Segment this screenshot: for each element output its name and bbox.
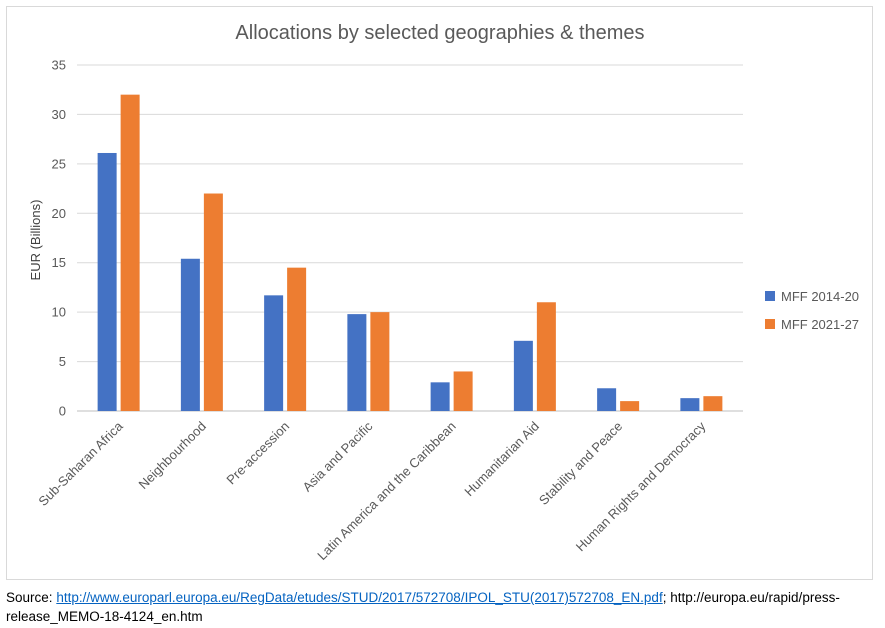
source-separator: ; xyxy=(662,590,667,605)
x-tick-label: Humanitarian Aid xyxy=(461,419,542,500)
chart-title: Allocations by selected geographies & th… xyxy=(235,22,644,44)
bar-mff-2021-27 xyxy=(287,267,307,411)
x-tick-label: Latin America and the Caribbean xyxy=(314,419,459,564)
x-tick-label: Stability and Peace xyxy=(536,419,625,508)
legend-label: MFF 2021-27 xyxy=(781,317,859,332)
y-tick-label: 5 xyxy=(59,354,66,369)
x-tick-label: Sub-Saharan Africa xyxy=(35,418,126,509)
bar-mff-2014-20 xyxy=(430,382,450,411)
y-tick-label: 10 xyxy=(52,305,66,320)
legend-swatch xyxy=(765,319,775,329)
bar-mff-2021-27 xyxy=(453,371,473,411)
bar-mff-2021-27 xyxy=(703,396,723,411)
bar-mff-2021-27 xyxy=(370,312,390,411)
y-axis-label: EUR (Billions) xyxy=(28,200,43,281)
x-tick-label: Neighbourhood xyxy=(136,419,209,492)
bar-chart: Allocations by selected geographies & th… xyxy=(28,22,859,563)
bar-mff-2021-27 xyxy=(203,193,223,411)
bars xyxy=(97,94,723,412)
y-tick-label: 30 xyxy=(52,107,66,122)
x-tick-labels: Sub-Saharan Africa Neighbourhood Pre-acces… xyxy=(35,418,708,563)
bar-mff-2021-27 xyxy=(620,401,640,411)
legend: MFF 2014-20 MFF 2021-27 xyxy=(765,289,859,332)
bar-mff-2014-20 xyxy=(347,314,367,411)
bar-mff-2021-27 xyxy=(120,94,140,412)
x-tick-label: Human Rights and Democracy xyxy=(573,418,709,554)
y-tick-labels: 0 5 10 15 20 25 30 35 xyxy=(52,58,66,419)
x-tick-label: Asia and Pacific xyxy=(299,418,375,494)
gridlines xyxy=(77,64,743,412)
legend-swatch xyxy=(765,291,775,301)
source-text: http://europa.eu/rapid/press-release_MEM… xyxy=(6,590,840,624)
bar-mff-2014-20 xyxy=(513,340,533,411)
source-colon: : xyxy=(48,590,53,605)
y-tick-label: 20 xyxy=(52,206,66,221)
bar-mff-2014-20 xyxy=(180,258,200,411)
chart-frame xyxy=(6,6,873,580)
legend-label: MFF 2014-20 xyxy=(781,289,859,304)
bar-mff-2014-20 xyxy=(597,388,617,411)
y-tick-label: 0 xyxy=(59,404,66,419)
source-link[interactable]: http://www.europarl.europa.eu/RegData/et… xyxy=(56,590,663,605)
source-label: Source xyxy=(6,590,49,605)
bar-mff-2021-27 xyxy=(536,302,556,411)
x-tick-label: Pre-accession xyxy=(223,419,292,488)
y-tick-label: 15 xyxy=(52,255,66,270)
source-note: Source: http://www.europarl.europa.eu/Re… xyxy=(6,588,878,626)
bar-mff-2014-20 xyxy=(680,398,700,411)
y-tick-label: 35 xyxy=(52,58,66,73)
bar-mff-2014-20 xyxy=(97,152,117,412)
bar-mff-2014-20 xyxy=(264,295,284,411)
y-tick-label: 25 xyxy=(52,156,66,171)
